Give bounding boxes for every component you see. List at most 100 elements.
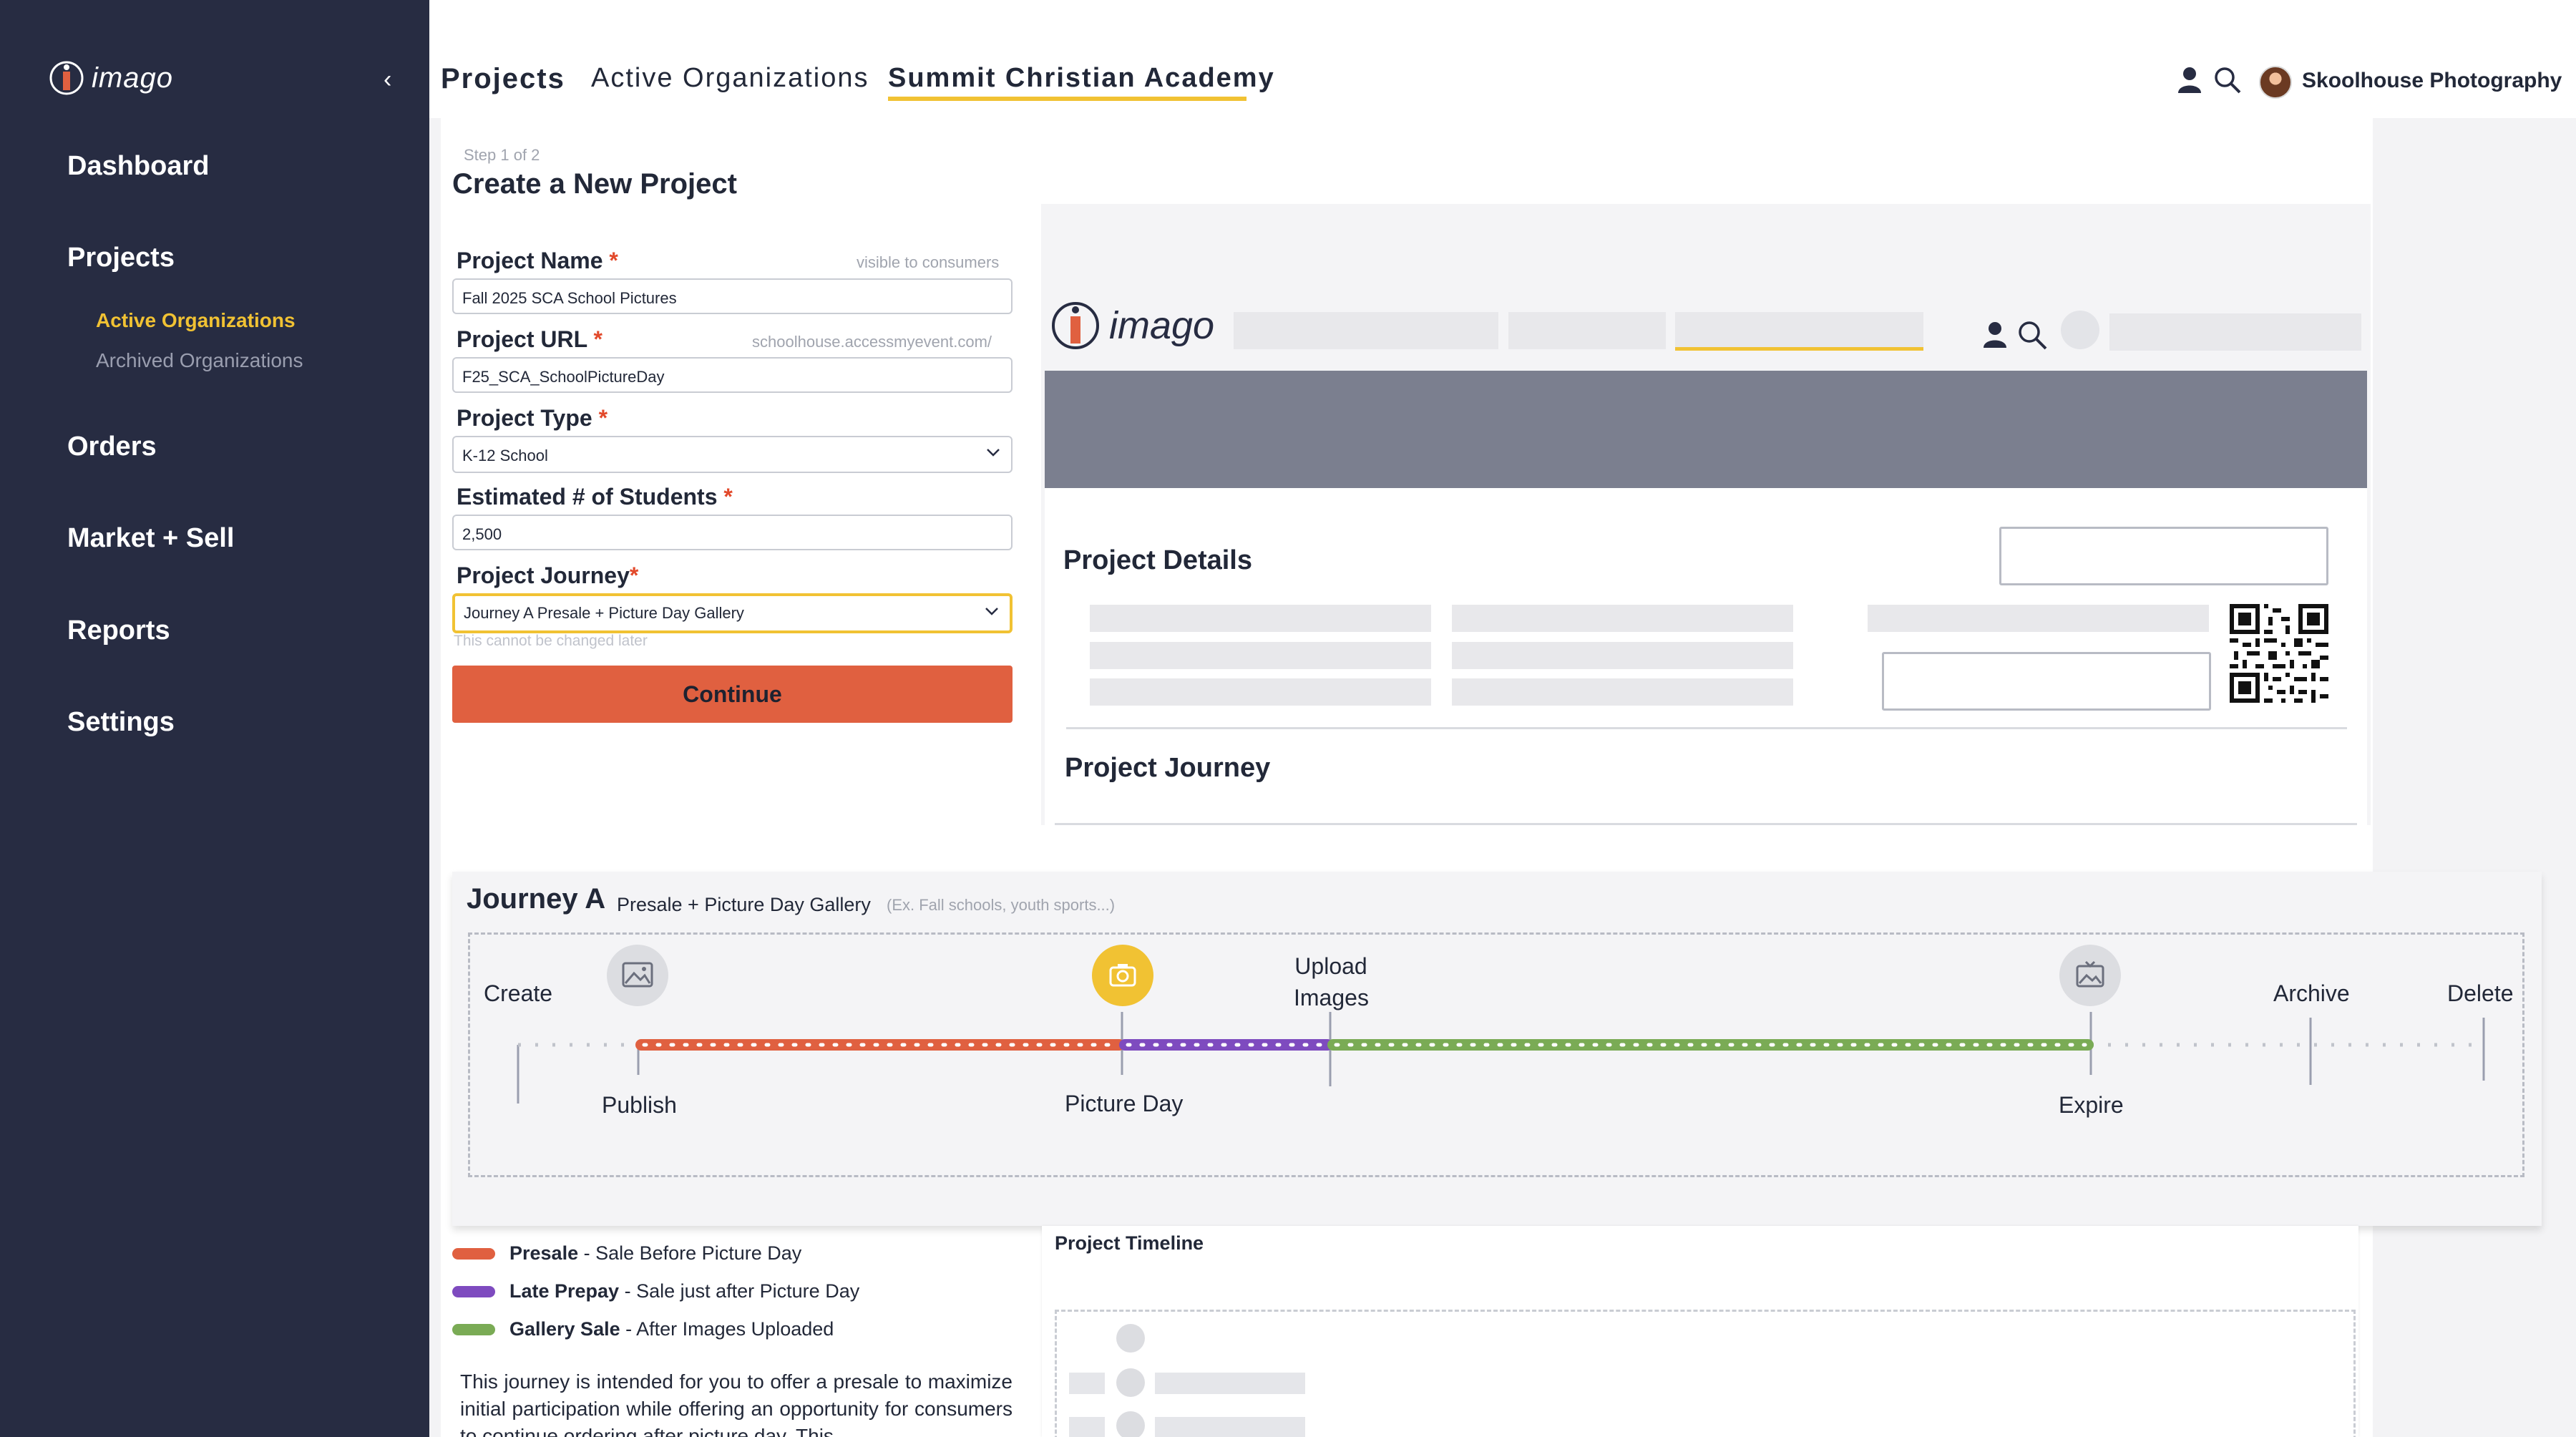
timeline-placeholder <box>1155 1373 1305 1394</box>
preview-button-placeholder <box>1999 527 2328 585</box>
preview-logo-icon <box>1052 302 1099 349</box>
legend-late-prepay-name: Late Prepay <box>509 1280 620 1302</box>
nav-reports[interactable]: Reports <box>67 615 170 646</box>
breadcrumb-active-organizations[interactable]: Active Organizations <box>591 63 869 93</box>
preview-banner <box>1045 371 2367 488</box>
preview-nav-placeholder <box>1234 312 1498 349</box>
project-type-value: K-12 School <box>462 447 548 464</box>
project-timeline-card <box>1042 1226 2358 1437</box>
legend-gallery-sale-name: Gallery Sale <box>509 1318 620 1340</box>
preview-studio-placeholder <box>2109 313 2361 351</box>
preview-detail-placeholder <box>1452 605 1793 632</box>
legend-gallery-sale-desc: - After Images Uploaded <box>620 1318 834 1340</box>
journey-timeline <box>517 1012 2485 1104</box>
journey-note: This cannot be changed later <box>454 633 648 649</box>
user-icon[interactable] <box>2177 66 2202 94</box>
legend-late-prepay-desc: - Sale just after Picture Day <box>619 1280 860 1302</box>
preview-user-icon <box>1984 322 2006 348</box>
presale-swatch <box>452 1247 495 1260</box>
project-timeline-title: Project Timeline <box>1055 1232 1204 1254</box>
preview-nav-placeholder <box>1675 312 1923 349</box>
label-picture-day: Picture Day <box>1065 1091 1184 1116</box>
project-url-input[interactable]: F25_SCA_SchoolPictureDay <box>452 357 1013 393</box>
label-expire: Expire <box>2059 1092 2124 1118</box>
page-title: Create a New Project <box>452 168 737 200</box>
timeline-node-placeholder <box>1116 1368 1145 1397</box>
preview-detail-placeholder <box>1090 605 1431 632</box>
preview-details-heading: Project Details <box>1063 545 1252 575</box>
preview-search-icon <box>2019 321 2047 350</box>
step-indicator: Step 1 of 2 <box>464 146 540 164</box>
project-journey-label: Project Journey* <box>457 562 639 588</box>
journey-subtitle: Presale + Picture Day Gallery <box>617 894 871 915</box>
preview-detail-placeholder <box>1090 678 1431 706</box>
label-publish: Publish <box>602 1092 677 1118</box>
project-name-input[interactable]: Fall 2025 SCA School Pictures <box>452 278 1013 314</box>
brand-name: imago <box>92 62 173 94</box>
legend-presale-name: Presale <box>509 1242 579 1264</box>
preview-divider <box>1066 727 2347 729</box>
project-type-select[interactable]: K-12 School <box>452 436 1013 473</box>
journey-diagram-frame <box>468 932 2524 1177</box>
gallery-sale-swatch <box>452 1323 495 1335</box>
nav-orders[interactable]: Orders <box>67 432 157 462</box>
breadcrumb-active-underline <box>888 97 1246 101</box>
chevron-down-icon <box>985 608 998 615</box>
search-icon[interactable] <box>2213 66 2242 94</box>
continue-button[interactable]: Continue <box>452 666 1013 723</box>
students-input[interactable]: 2,500 <box>452 515 1013 550</box>
nav-settings[interactable]: Settings <box>67 707 175 737</box>
legend-late-prepay: Late Prepay - Sale just after Picture Da… <box>452 1280 859 1302</box>
expire-gallery-icon <box>2059 945 2121 1006</box>
journey-title: Journey A <box>467 883 606 915</box>
preview-brand-name: imago <box>1109 304 1215 347</box>
project-journey-select[interactable]: Journey A Presale + Picture Day Gallery <box>452 593 1013 633</box>
collapse-sidebar-icon[interactable]: ‹ <box>384 66 392 93</box>
studio-name[interactable]: Skoolhouse Photography <box>2302 69 2562 92</box>
students-label: Estimated # of Students * <box>457 484 733 510</box>
nav-active-organizations[interactable]: Active Organizations <box>96 309 296 331</box>
preview-nav-underline <box>1675 347 1923 351</box>
breadcrumb-projects[interactable]: Projects <box>441 63 565 94</box>
late-prepay-swatch <box>452 1285 495 1297</box>
project-journey-value: Journey A Presale + Picture Day Gallery <box>464 604 744 622</box>
timeline-placeholder <box>1069 1417 1105 1437</box>
preview-journey-heading: Project Journey <box>1065 753 1271 783</box>
preview-detail-placeholder <box>1090 642 1431 669</box>
project-name-hint: visible to consumers <box>857 253 1000 271</box>
legend-presale-desc: - Sale Before Picture Day <box>578 1242 802 1264</box>
legend-presale: Presale - Sale Before Picture Day <box>452 1242 801 1265</box>
breadcrumb-current-organization[interactable]: Summit Christian Academy <box>888 63 1275 93</box>
project-name-label: Project Name * <box>457 248 618 273</box>
imago-logo-icon <box>49 61 84 95</box>
picture-day-camera-icon <box>1092 945 1153 1006</box>
publish-gallery-icon <box>607 945 668 1006</box>
timeline-placeholder <box>1155 1417 1305 1437</box>
sidebar: imago ‹ Dashboard Projects Active Organi… <box>0 0 429 1437</box>
nav-projects[interactable]: Projects <box>67 243 175 273</box>
nav-archived-organizations[interactable]: Archived Organizations <box>96 349 303 371</box>
project-type-label: Project Type * <box>457 405 608 431</box>
preview-detail-placeholder <box>1452 642 1793 669</box>
avatar[interactable] <box>2259 66 2292 99</box>
timeline-placeholder <box>1069 1373 1105 1394</box>
nav-dashboard[interactable]: Dashboard <box>67 151 210 181</box>
nav-market-sell[interactable]: Market + Sell <box>67 523 235 553</box>
legend-gallery-sale: Gallery Sale - After Images Uploaded <box>452 1318 834 1340</box>
preview-avatar-placeholder <box>2061 311 2099 349</box>
journey-description: This journey is intended for you to offe… <box>460 1370 1013 1437</box>
chevron-down-icon <box>987 449 1000 457</box>
timeline-node-placeholder <box>1116 1411 1145 1437</box>
label-upload-images: Upload Images <box>1294 953 1369 1010</box>
qr-code-icon <box>2230 604 2328 703</box>
project-timeline-frame <box>1055 1310 2356 1437</box>
preview-detail-placeholder <box>1868 605 2209 632</box>
brand-logo[interactable]: imago <box>49 60 173 96</box>
label-archive: Archive <box>2273 980 2350 1006</box>
timeline-node-placeholder <box>1116 1324 1145 1353</box>
label-create: Create <box>484 980 553 1006</box>
label-delete: Delete <box>2447 980 2514 1006</box>
preview-divider <box>1055 823 2357 825</box>
project-url-prefix: schoolhouse.accessmyevent.com/ <box>752 333 992 351</box>
preview-field-placeholder <box>1882 652 2211 711</box>
